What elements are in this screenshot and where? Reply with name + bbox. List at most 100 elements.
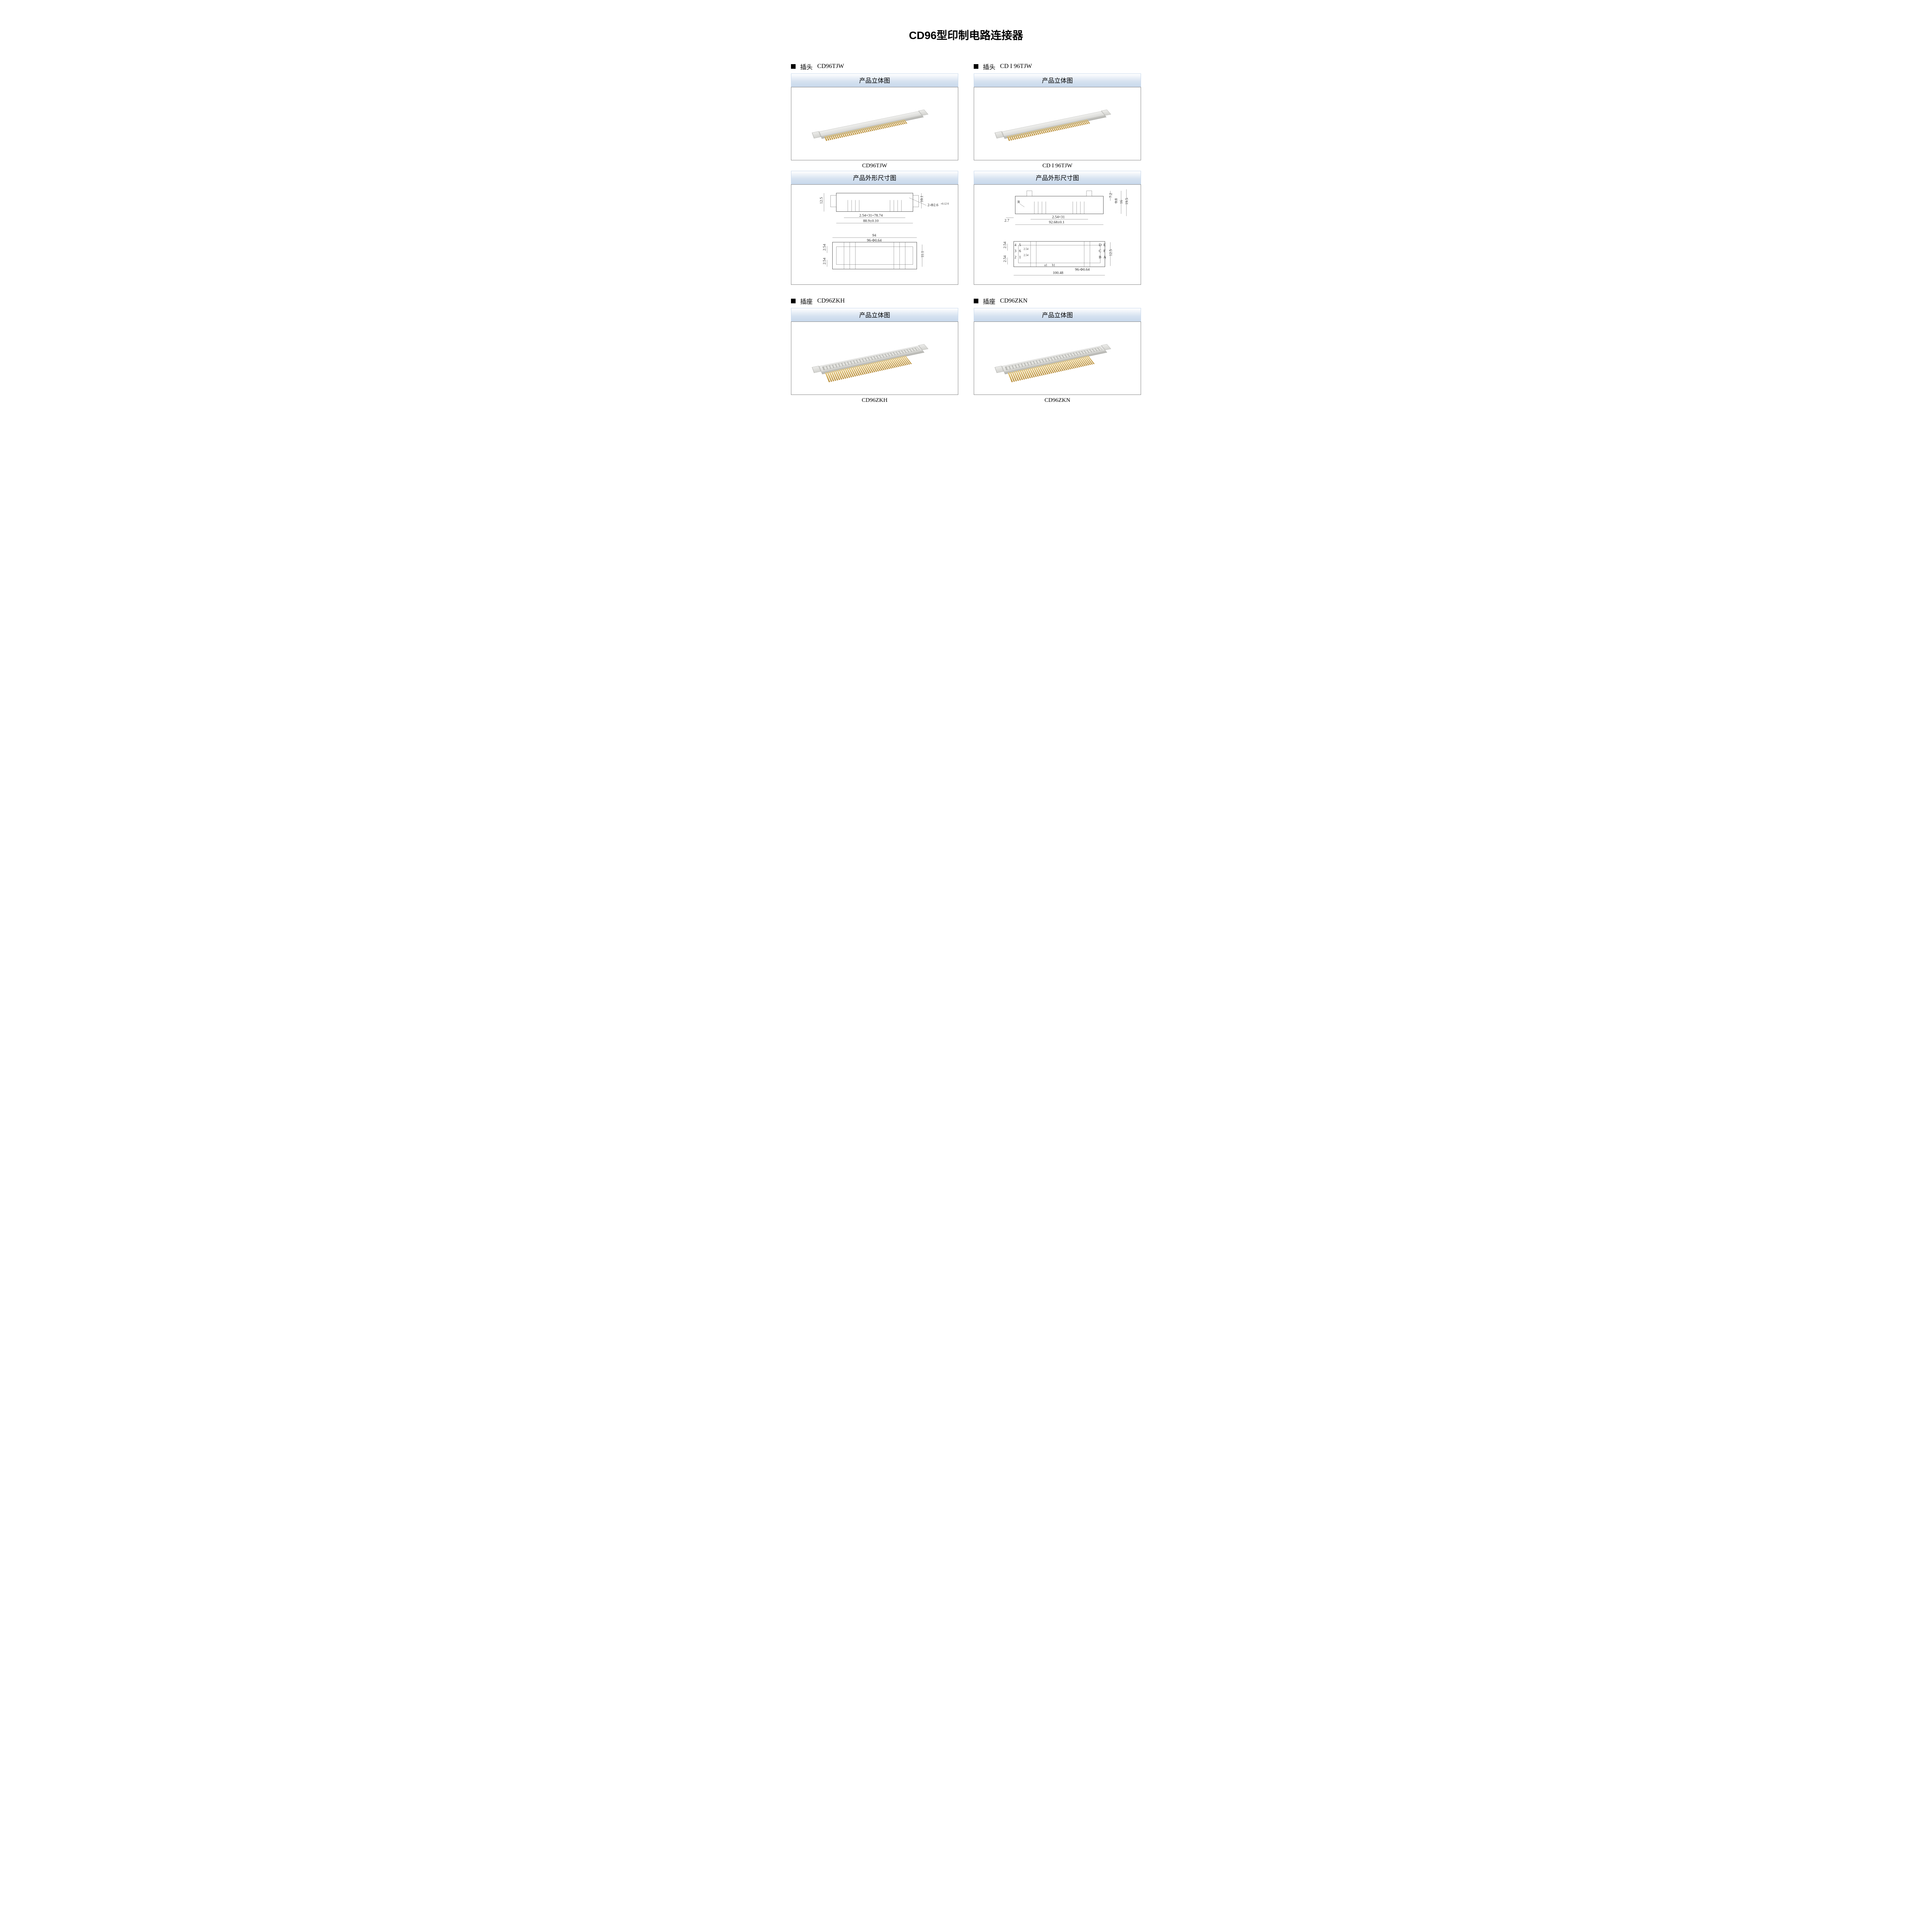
product-type-label: 插头: [983, 62, 995, 71]
bullet-square-icon: [791, 299, 796, 303]
product-block: 插头 CD96TJW 产品立体图 CD96TJW 产品外形尺寸图: [791, 62, 958, 285]
pin: [824, 136, 827, 141]
pin: [845, 132, 849, 136]
bullet-square-icon: [974, 64, 978, 69]
pin: [869, 127, 873, 131]
product-heading: 插头 CD96TJW: [791, 62, 958, 71]
iso-view-frame: [974, 321, 1141, 395]
dim-hole-tol: +0.12 0: [940, 202, 949, 206]
product-type-label: 插座: [983, 296, 995, 306]
dim-row-d: a1: [1044, 263, 1048, 267]
dim-row-l: 1: [1019, 255, 1021, 260]
section-bar-iso: 产品立体图: [791, 308, 958, 321]
pin: [1028, 132, 1032, 136]
dimension-drawing: 12.5 10.1 2-Φ2.6 +0.12 0 2.54×31=78.74 8…: [791, 185, 958, 284]
dim-row-l: 6: [1019, 249, 1021, 253]
pin: [1034, 131, 1037, 135]
pin: [832, 134, 835, 139]
dim-left-small: 2.7: [1005, 218, 1009, 223]
pin: [1050, 127, 1054, 132]
product-heading: 插座 CD96ZKH: [791, 296, 958, 306]
pin: [847, 131, 851, 136]
product-caption: CD96ZKN: [974, 395, 1141, 405]
pin: [849, 131, 852, 136]
pin: [830, 135, 833, 139]
iso-stage: [791, 87, 958, 160]
dim-left-v2: 2.54: [822, 258, 827, 264]
iso-view-frame: [974, 87, 1141, 160]
pin: [1024, 133, 1028, 137]
dim-right-v: 12.5: [1109, 249, 1113, 256]
pin: [855, 130, 858, 134]
pin: [826, 136, 829, 141]
product-caption: CD I 96TJW: [974, 160, 1141, 171]
pin: [1026, 132, 1030, 137]
pin: [844, 132, 847, 137]
dim-left-v1: 2.54: [1003, 242, 1007, 248]
dim-outer: 92.68±0.1: [1049, 220, 1065, 224]
pin: [1019, 134, 1022, 138]
pin: [1037, 130, 1041, 134]
product-caption: CD96TJW: [791, 160, 958, 171]
pin: [1041, 129, 1045, 134]
dim-row-l: 5: [1019, 243, 1021, 247]
pin: [1017, 134, 1020, 139]
product-model-label: CD96ZKH: [817, 298, 845, 304]
iso-view-frame: [791, 87, 958, 160]
pin: [864, 128, 867, 133]
pin: [1009, 136, 1012, 141]
section-bar-iso: 产品立体图: [974, 73, 1141, 87]
section-bar-dim: 产品外形尺寸图: [791, 171, 958, 184]
iso-stage: [791, 322, 958, 395]
pin: [1015, 134, 1018, 139]
product-type-label: 插头: [800, 62, 813, 71]
pin: [838, 133, 841, 138]
pin: [1030, 131, 1034, 136]
pin: [862, 128, 866, 133]
pin: [1020, 133, 1024, 138]
product-block: 插头 CD I 96TJW 产品立体图 CD I 96TJW 产品外形尺寸图: [974, 62, 1141, 285]
pin: [834, 134, 837, 139]
dim-row-d: b1: [1052, 263, 1055, 267]
dim-top-right: 10.1: [920, 196, 924, 202]
pin: [1011, 135, 1014, 140]
dim-row-l: 2: [1014, 255, 1016, 260]
section-bar-dim: 产品外形尺寸图: [974, 171, 1141, 184]
dim-outer: 88.9±0.10: [863, 219, 879, 223]
pin: [853, 130, 856, 135]
dim-r-label: R: [1017, 200, 1020, 204]
pin: [866, 128, 869, 132]
pin: [860, 129, 864, 133]
dim-row-l: 3: [1014, 249, 1016, 253]
iso-view-frame: [791, 321, 958, 395]
section-bar-iso: 产品立体图: [791, 73, 958, 87]
pin: [1043, 129, 1046, 133]
pin: [842, 133, 845, 137]
iso-stage: [974, 322, 1141, 395]
bullet-square-icon: [974, 299, 978, 303]
pin: [867, 127, 871, 132]
pin: [1013, 135, 1016, 139]
product-model-label: CD I 96TJW: [1000, 63, 1032, 70]
dim-right-v: 11.1: [921, 251, 925, 258]
pin: [857, 129, 860, 134]
product-heading: 插头 CD I 96TJW: [974, 62, 1141, 71]
dim-pitch: 2.54×31=78.74: [859, 213, 883, 218]
dim-pitch: 2.54×31: [1052, 215, 1065, 219]
dim-hole-note: 2-Φ2.6: [927, 203, 938, 207]
pin: [1022, 133, 1026, 138]
pin: [1036, 130, 1039, 135]
pin: [1047, 128, 1050, 133]
bullet-square-icon: [791, 64, 796, 69]
dim-row-r: E: [1104, 243, 1106, 247]
dim-row-d: 2.54: [1024, 254, 1029, 257]
dim-row-r: D: [1099, 243, 1102, 247]
pin: [1045, 128, 1048, 133]
dim-tr-c: 16: [1119, 200, 1124, 204]
pin: [859, 129, 862, 134]
dim-tr-b: 0.8: [1114, 198, 1118, 203]
product-model-label: CD96ZKN: [1000, 298, 1027, 304]
dim-bottom-outer: 94: [872, 233, 876, 238]
dim-tr-d: 19.5: [1125, 198, 1129, 204]
product-caption: CD96ZKH: [791, 395, 958, 405]
